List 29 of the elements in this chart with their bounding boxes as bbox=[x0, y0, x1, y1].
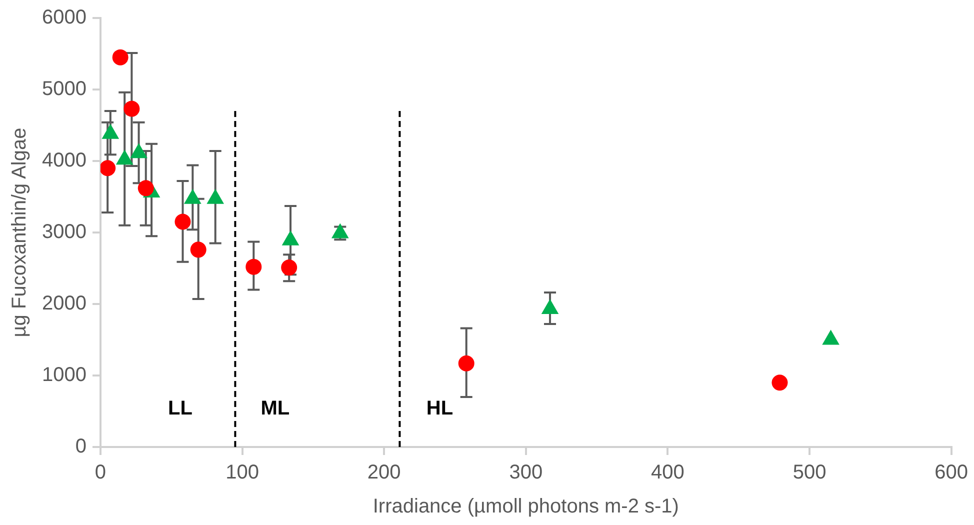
point bbox=[130, 143, 148, 158]
x-tick-label: 0 bbox=[94, 462, 106, 484]
point bbox=[190, 242, 206, 258]
y-tick-label: 4000 bbox=[42, 150, 86, 172]
point bbox=[281, 260, 298, 276]
y-tick-label: 1000 bbox=[42, 364, 86, 386]
point bbox=[206, 188, 224, 204]
x-tick-label: 100 bbox=[226, 462, 259, 484]
y-tick-label: 6000 bbox=[42, 6, 86, 29]
y-tick-label: 3000 bbox=[42, 221, 86, 244]
point bbox=[246, 258, 262, 275]
x-tick-label: 300 bbox=[509, 462, 543, 484]
annotation: LL bbox=[168, 398, 192, 420]
point bbox=[282, 230, 300, 246]
annotation: HL bbox=[426, 398, 454, 420]
x-tick-label: 500 bbox=[792, 462, 826, 484]
y-tick-label: 5000 bbox=[42, 78, 86, 100]
y-tick-label: 0 bbox=[75, 436, 86, 458]
x-tick-label: 200 bbox=[367, 462, 401, 484]
annotation: ML bbox=[260, 398, 290, 420]
point bbox=[184, 188, 202, 204]
y-tick-label: 2000 bbox=[42, 292, 86, 315]
point bbox=[116, 150, 134, 165]
point bbox=[458, 355, 474, 372]
x-tick-label: 400 bbox=[651, 462, 684, 484]
x-tick-label: 600 bbox=[934, 462, 968, 484]
y-axis-title: µg Fucoxanthin/g Algae bbox=[8, 128, 31, 338]
point bbox=[772, 374, 788, 391]
x-axis-title: Irradiance (µmoll photons m-2 s-1) bbox=[372, 496, 679, 518]
